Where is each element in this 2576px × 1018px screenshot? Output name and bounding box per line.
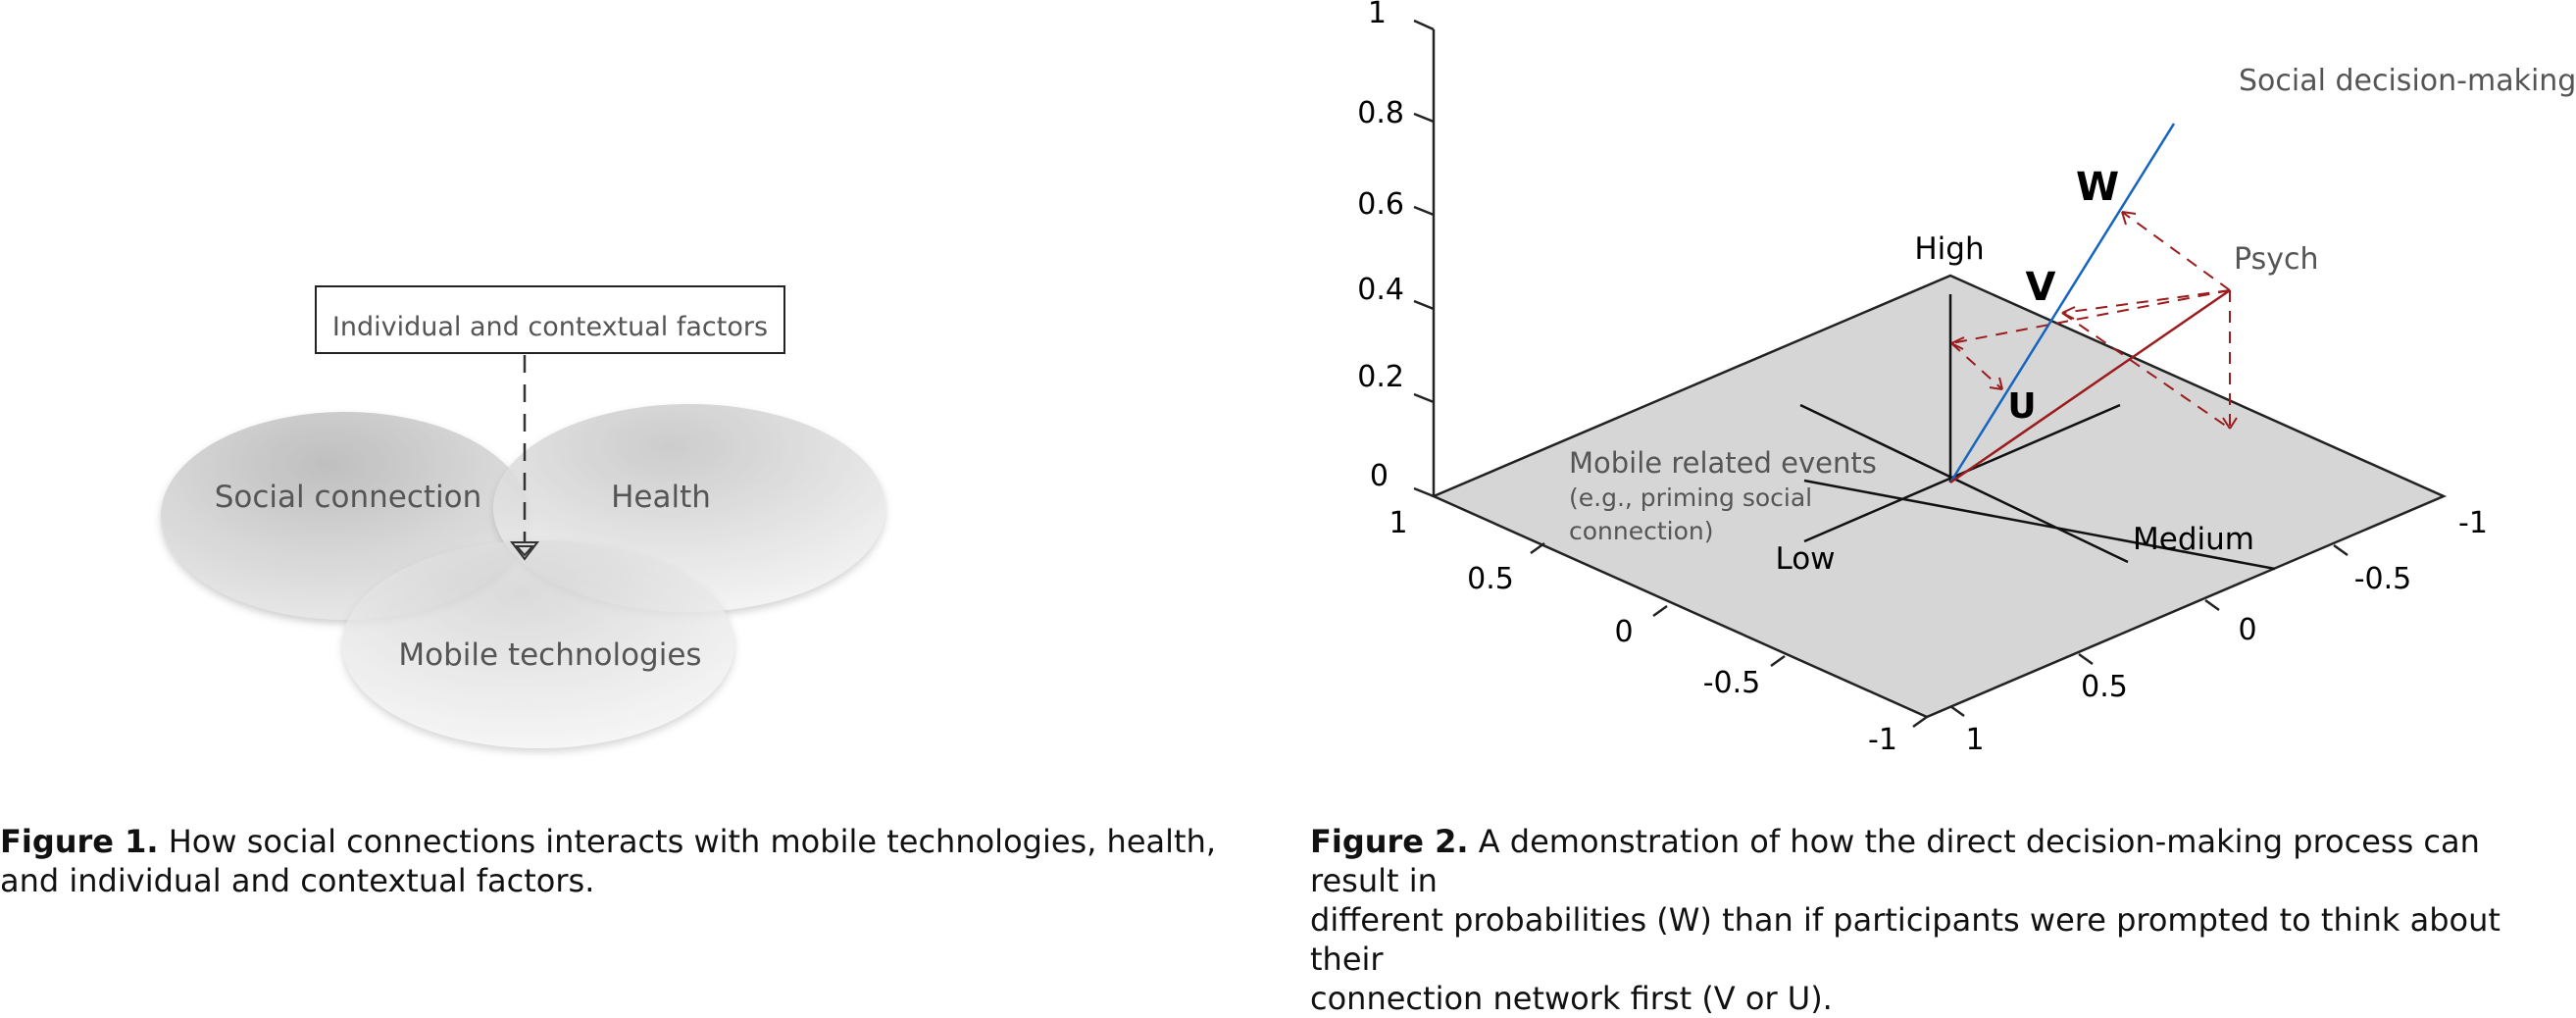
- point-v-label: V: [2026, 265, 2056, 310]
- figure2-caption-line1: A demonstration of how the direct decisi…: [1310, 823, 2480, 899]
- z-tick-0: 0: [1370, 459, 1389, 493]
- factors-box: [315, 285, 785, 354]
- medium-label: Medium: [2133, 522, 2254, 557]
- right-tick-1: 1: [1965, 723, 1984, 757]
- low-label: Low: [1775, 541, 1835, 577]
- low-high-axis: [1803, 479, 2276, 571]
- figure2-caption: Figure 2. A demonstration of how the dir…: [1310, 822, 2575, 1018]
- left-axis-ticks: [1530, 541, 1928, 729]
- mobile-technologies-circle: [342, 540, 734, 748]
- psych-label: Psych: [2234, 242, 2318, 277]
- left-tick-0: 0: [1614, 615, 1633, 649]
- base-plane: [1430, 274, 2448, 719]
- psych-dashed-arrows: [1950, 211, 2231, 430]
- right-tick--1: -1: [2458, 506, 2488, 540]
- health-label: Health: [611, 480, 711, 515]
- z-axis-top-tick: [1413, 19, 1435, 31]
- figure2-caption-line2: different probabilities (W) than if part…: [1310, 901, 2500, 978]
- figure1-caption-text: How social connections interacts with mo…: [0, 823, 1217, 899]
- psych-line: [1949, 288, 2231, 484]
- mobile-events-line1: Mobile related events: [1569, 446, 1877, 480]
- figure1-caption: Figure 1. How social connections interac…: [0, 822, 1275, 900]
- right-tick--0.5: -0.5: [2354, 562, 2412, 596]
- figure1-caption-label: Figure 1.: [0, 823, 159, 860]
- point-u-label: U: [2007, 386, 2036, 427]
- point-w-label: W: [2076, 165, 2119, 210]
- factors-box-label: Individual and contextual factors: [332, 312, 768, 342]
- z-tick-0.8: 0.8: [1357, 96, 1404, 130]
- social-decision-line: [1948, 123, 2176, 484]
- mobile-technologies-label: Mobile technologies: [398, 637, 701, 673]
- figure2-3d-plot: 1 0.8 0.6 0.4 0.2 0 1 0.5 0 -0.5 -1 -1 -…: [1357, 0, 2576, 757]
- right-tick-0.5: 0.5: [2081, 670, 2128, 704]
- right-axis-ticks: [1949, 543, 2349, 718]
- z-tick-0.4: 0.4: [1357, 273, 1404, 307]
- left-tick--1: -1: [1868, 723, 1897, 757]
- left-tick-1: 1: [1389, 506, 1407, 540]
- left-tick-0.5: 0.5: [1467, 562, 1514, 596]
- arrowhead-icons: [1950, 211, 2238, 430]
- arrow-head-icon: [509, 541, 540, 561]
- z-tick-0.6: 0.6: [1357, 187, 1404, 222]
- social-connection-label: Social connection: [215, 480, 482, 515]
- right-tick-0: 0: [2238, 613, 2256, 647]
- figure2-caption-line3: connection network first (V or U).: [1310, 980, 1833, 1017]
- social-decision-label: Social decision-making: [2239, 64, 2576, 98]
- z-tick-0.2: 0.2: [1357, 360, 1404, 394]
- figure2-caption-label: Figure 2.: [1310, 823, 1469, 860]
- figure1-diagram: Individual and contextual factors Social…: [161, 285, 885, 748]
- left-tick--0.5: -0.5: [1703, 666, 1761, 700]
- high-label: High: [1914, 231, 1984, 267]
- z-axis-ticks: [1413, 112, 1435, 498]
- z-tick-1: 1: [1368, 0, 1387, 30]
- mobile-events-line3: connection): [1569, 517, 1714, 545]
- mobile-events-line2: (e.g., priming social: [1569, 484, 1812, 512]
- cross-axis-1: [1799, 403, 2129, 564]
